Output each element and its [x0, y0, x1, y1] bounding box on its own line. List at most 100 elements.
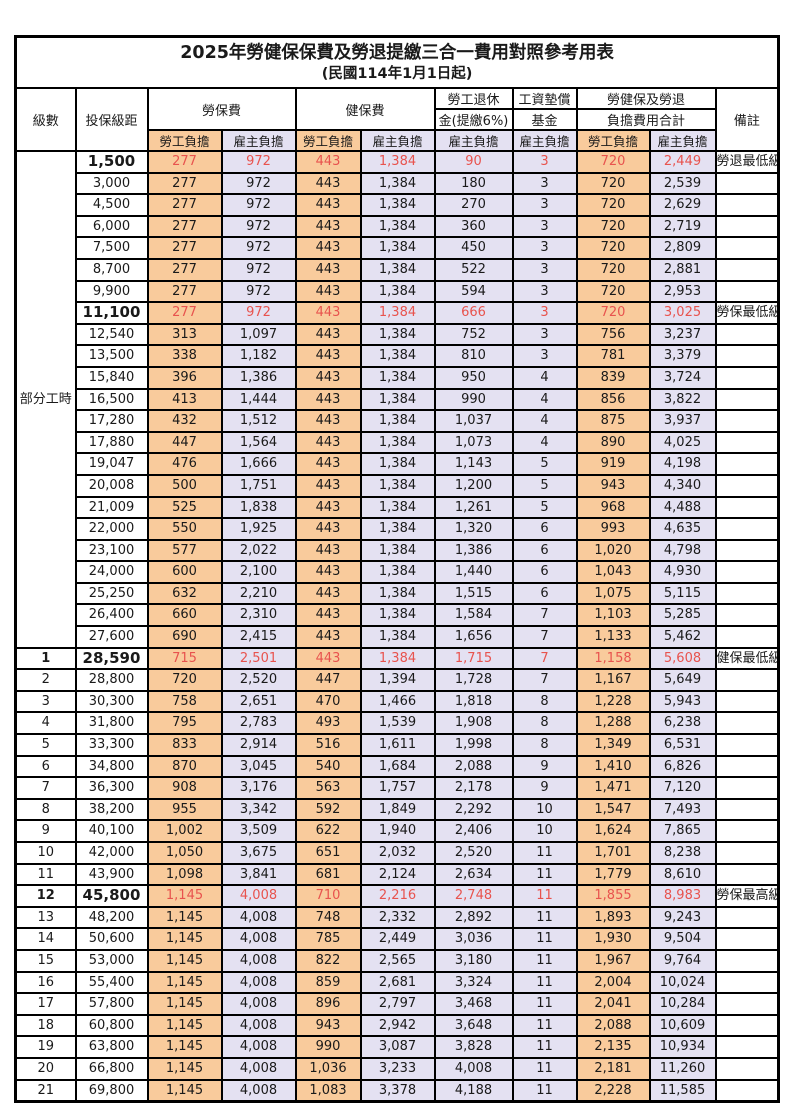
value-cell: 2,797 [359, 992, 436, 1016]
value-cell: 2,022 [220, 538, 297, 563]
remark-cell [714, 517, 780, 541]
value-cell: 1,143 [433, 452, 514, 476]
value-cell: 476 [146, 452, 223, 476]
value-cell: 11 [511, 948, 578, 973]
value-cell: 277 [146, 150, 223, 174]
value-cell: 1,320 [433, 517, 514, 541]
value-cell: 277 [146, 214, 223, 239]
value-cell: 1,925 [220, 517, 297, 541]
table-row: 10 42,000 1,050 3,675 651 2,032 2,520 11 1,701 8,… [14, 841, 780, 865]
value-cell: 2,210 [220, 581, 297, 606]
value-cell: 1,547 [575, 797, 651, 822]
value-cell: 7 [511, 646, 578, 671]
value-cell: 622 [294, 819, 362, 843]
level-cell: 12 [14, 884, 77, 908]
value-cell: 6,826 [648, 754, 717, 779]
value-cell: 943 [575, 473, 651, 498]
value-cell: 11 [511, 841, 578, 865]
value-cell: 748 [294, 905, 362, 930]
value-cell: 2,501 [220, 646, 297, 671]
remark-cell [714, 754, 780, 779]
value-cell: 2,634 [433, 862, 514, 887]
value-cell: 1,145 [146, 970, 223, 995]
bracket-cell: 7,500 [74, 236, 149, 260]
bracket-cell: 8,700 [74, 257, 149, 282]
value-cell: 2,520 [433, 841, 514, 865]
header-health-insurance: 健保費 [294, 87, 436, 131]
value-cell: 7,120 [648, 776, 717, 800]
value-cell: 8,610 [648, 862, 717, 887]
value-cell: 563 [294, 776, 362, 800]
value-cell: 11 [511, 1056, 578, 1081]
table-row: 9,900 277 972 443 1,384 594 3 720 2,953 [16, 279, 780, 304]
bracket-cell: 55,400 [74, 970, 149, 995]
table-row: 22,000 550 1,925 443 1,384 1,320 6 993 4,635 [16, 517, 780, 541]
fee-table-body: 部分工時1,5002779724431,3849037202,449勞退最低級距… [14, 150, 780, 1103]
value-cell: 7 [511, 668, 578, 692]
value-cell: 11,585 [648, 1078, 717, 1103]
table-row: 21 69,800 1,145 4,008 1,083 3,378 4,188 11 2,228… [14, 1078, 780, 1103]
value-cell: 2,216 [359, 884, 436, 908]
remark-cell [714, 1013, 780, 1038]
value-cell: 756 [575, 322, 651, 347]
value-cell: 443 [294, 236, 362, 260]
table-row: 14 50,600 1,145 4,008 785 2,449 3,036 11 1,930 9,… [14, 927, 780, 951]
value-cell: 516 [294, 733, 362, 757]
value-cell: 795 [146, 711, 223, 736]
bracket-cell: 16,500 [74, 387, 149, 412]
value-cell: 3,324 [433, 970, 514, 995]
value-cell: 720 [575, 301, 651, 325]
value-cell: 2,041 [575, 992, 651, 1016]
value-cell: 3,828 [433, 1035, 514, 1059]
value-cell: 443 [294, 495, 362, 520]
value-cell: 3,176 [220, 776, 297, 800]
value-cell: 5,943 [648, 689, 717, 714]
value-cell: 1,384 [359, 365, 436, 390]
value-cell: 4 [511, 387, 578, 412]
table-row: 12 45,800 1,145 4,008 710 2,216 2,748 11 1,855 8,… [14, 884, 780, 908]
value-cell: 493 [294, 711, 362, 736]
value-cell: 11 [511, 992, 578, 1016]
header-wage-fund-line1: 工資墊償 [511, 87, 578, 110]
value-cell: 1,384 [359, 473, 436, 498]
bracket-cell: 1,500 [74, 150, 149, 174]
value-cell: 1,384 [359, 495, 436, 520]
header-labor-insurance: 勞保費 [146, 87, 297, 131]
value-cell: 540 [294, 754, 362, 779]
value-cell: 550 [146, 517, 223, 541]
value-cell: 277 [146, 193, 223, 217]
remark-cell [714, 797, 780, 822]
value-cell: 943 [294, 1013, 362, 1038]
value-cell: 522 [433, 257, 514, 282]
value-cell: 3 [511, 236, 578, 260]
value-cell: 1,020 [575, 538, 651, 563]
value-cell: 651 [294, 841, 362, 865]
value-cell: 9,243 [648, 905, 717, 930]
value-cell: 710 [294, 884, 362, 908]
value-cell: 993 [575, 517, 651, 541]
table-row: 26,400 660 2,310 443 1,384 1,584 7 1,103 5,285 [16, 603, 780, 628]
value-cell: 2,651 [220, 689, 297, 714]
value-cell: 666 [433, 301, 514, 325]
bracket-cell: 3,000 [74, 171, 149, 196]
value-cell: 450 [433, 236, 514, 260]
value-cell: 443 [294, 214, 362, 239]
value-cell: 1,288 [575, 711, 651, 736]
subheader-pension-employer: 雇主負擔 [433, 129, 514, 152]
header-row-1: 級數 投保級距 勞保費 健保費 勞工退休 工資墊償 勞健保及勞退 備註 [14, 87, 780, 152]
value-cell: 1,728 [433, 668, 514, 692]
value-cell: 1,384 [359, 301, 436, 325]
remark-cell [714, 257, 780, 282]
subheader-wage-fund-employer: 雇主負擔 [511, 129, 578, 152]
value-cell: 11,260 [648, 1056, 717, 1081]
value-cell: 360 [433, 214, 514, 239]
value-cell: 5 [511, 452, 578, 476]
value-cell: 856 [575, 387, 651, 412]
value-cell: 3,045 [220, 754, 297, 779]
value-cell: 8 [511, 711, 578, 736]
level-cell: 11 [14, 862, 77, 887]
value-cell: 720 [575, 257, 651, 282]
remark-cell: 勞退最低級距 [714, 150, 780, 174]
level-cell: 9 [14, 819, 77, 843]
value-cell: 4,008 [220, 992, 297, 1016]
